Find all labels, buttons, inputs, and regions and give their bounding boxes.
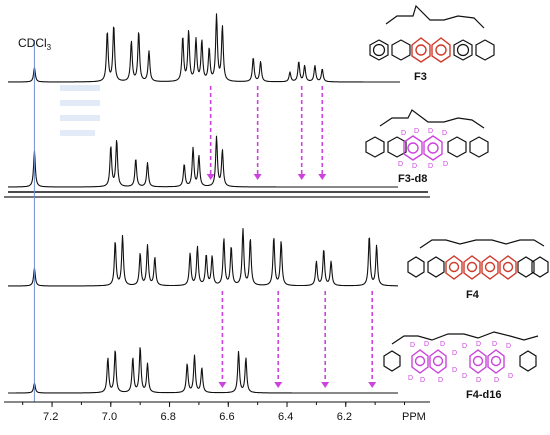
label-f3: F3 xyxy=(414,71,427,83)
deuterium-label: D xyxy=(443,161,448,168)
deuterium-label: D xyxy=(420,377,425,384)
arrow-head-icon xyxy=(274,382,283,388)
deuterated-fluorene-icon: D D D D D D D D xyxy=(398,128,448,170)
x-axis-unit: PPM xyxy=(402,411,426,423)
x-tick-label: 6.4 xyxy=(278,411,293,423)
fluorene-ring-icon xyxy=(383,350,401,372)
arrow-head-icon xyxy=(297,174,306,180)
fluorene-ring-icon xyxy=(365,136,407,158)
peak-f4-19 xyxy=(369,236,370,237)
x-axis-ticks: 7.2 7.0 6.8 6.6 6.4 6.2 xyxy=(22,402,406,423)
x-tick-label: 7.0 xyxy=(102,411,117,423)
deuterium-label: D xyxy=(476,341,481,348)
spectrum-trace-f3 xyxy=(7,13,401,83)
fluorene-ring-red-icon xyxy=(411,37,451,63)
arrow-head-icon xyxy=(368,382,377,388)
deuterium-label: D xyxy=(452,367,457,374)
molecule-f4-d16: D D D D D D D D D D D D D D D D F4-d16 xyxy=(383,331,539,401)
deuterium-label: D xyxy=(462,343,467,350)
fluorene-ring-icon xyxy=(369,39,411,61)
deuterium-label: D xyxy=(494,377,499,384)
spectrum-trace-f4 xyxy=(7,227,399,287)
label-f4-d16: F4-d16 xyxy=(466,389,501,401)
deuterium-label: D xyxy=(508,373,513,380)
label-f4: F4 xyxy=(466,289,480,301)
deuterium-label: D xyxy=(410,342,415,349)
x-tick-label: 7.2 xyxy=(43,411,58,423)
arrow-head-icon xyxy=(218,382,227,388)
deuterium-label: D xyxy=(414,128,419,135)
arrow-head-icon xyxy=(318,174,327,180)
deuterium-label: D xyxy=(492,341,497,348)
peak-f3-d8-3 xyxy=(135,158,136,159)
deuterium-label: D xyxy=(442,130,447,137)
fluorene-ring-icon xyxy=(517,256,549,278)
molecule-f3-d8: D D D D D D D D F3-d8 xyxy=(365,109,489,185)
deuterium-label: D xyxy=(506,343,511,350)
scan-artifacts xyxy=(60,85,100,136)
deuterium-label: D xyxy=(408,375,413,382)
spectrum-trace-f3-d8 xyxy=(7,135,399,188)
fluorene-ring-icon xyxy=(407,256,445,278)
deuterium-label: D xyxy=(452,350,457,357)
deuterium-label: D xyxy=(438,377,443,384)
deuterium-label: D xyxy=(462,373,467,380)
spectrum-trace-f4-d16 xyxy=(7,347,399,394)
cdcl3-label: CDCl3 xyxy=(18,36,52,52)
fluorene-ring-icon xyxy=(519,350,537,372)
x-tick-label: 6.8 xyxy=(161,411,176,423)
label-f3-d8: F3-d8 xyxy=(398,173,427,185)
molecule-f3: F3 xyxy=(369,4,495,83)
deuterium-label: D xyxy=(401,130,406,137)
deuterium-label: D xyxy=(476,377,481,384)
fluorene-ring-icon xyxy=(453,39,495,61)
deuterium-label: D xyxy=(428,163,433,170)
arrow-head-icon xyxy=(253,174,262,180)
deuterium-label: D xyxy=(440,341,445,348)
x-tick-label: 6.2 xyxy=(337,411,352,423)
deuterium-label: D xyxy=(428,128,433,135)
spectra-group xyxy=(7,13,428,394)
fluorene-ring-icon xyxy=(447,136,489,158)
deuterium-label: D xyxy=(398,161,403,168)
shift-arrows-group xyxy=(206,86,377,388)
deuterated-fluorene-icon: D D D D D D D D D D D D D D D D xyxy=(408,341,513,384)
peak-f3-2 xyxy=(113,25,114,26)
deuterium-label: D xyxy=(412,163,417,170)
deuterium-label: D xyxy=(424,341,429,348)
x-tick-label: 6.6 xyxy=(219,411,234,423)
fluorene-ring-red-icon xyxy=(445,255,517,280)
arrow-head-icon xyxy=(206,174,215,180)
arrow-head-icon xyxy=(321,382,330,388)
molecule-f4: F4 xyxy=(407,239,549,301)
